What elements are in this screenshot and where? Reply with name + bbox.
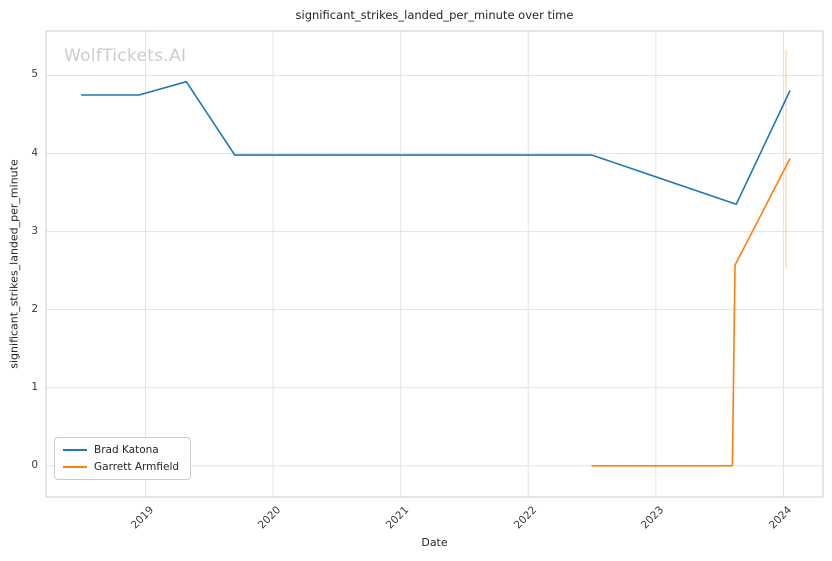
y-tick-label: 4 [31,146,38,159]
plot-border [45,30,824,498]
y-tick-label: 2 [31,302,38,315]
series-line-1 [591,158,791,467]
x-tick-label: 2020 [256,504,284,532]
x-tick-label: 2023 [638,504,667,532]
y-tick-label: 5 [31,68,38,81]
legend-line-swatch [63,466,87,468]
legend-label: Garrett Armfield [94,461,180,473]
watermark: WolfTickets.AI [64,46,187,66]
y-tick-label: 3 [31,224,38,237]
y-axis-label: significant_strikes_landed_per_minute [7,159,21,369]
series-line-0 [80,80,791,206]
legend-label: Brad Katona [94,444,159,456]
legend: Brad Katona Garrett Armfield [54,437,192,480]
x-tick-label: 2024 [766,504,794,532]
chart-title: significant_strikes_landed_per_minute ov… [295,8,574,22]
y-tick-label: 0 [31,458,38,471]
legend-item: Garrett Armfield [63,461,179,473]
x-tick-label: 2022 [511,504,539,532]
plot-background [46,31,823,497]
x-tick-label: 2021 [383,504,412,532]
x-tick-label: 2019 [128,504,157,532]
legend-line-swatch [63,449,87,451]
legend-item: Brad Katona [63,444,179,456]
y-tick-label: 1 [31,380,38,393]
x-axis-label: Date [421,536,448,549]
